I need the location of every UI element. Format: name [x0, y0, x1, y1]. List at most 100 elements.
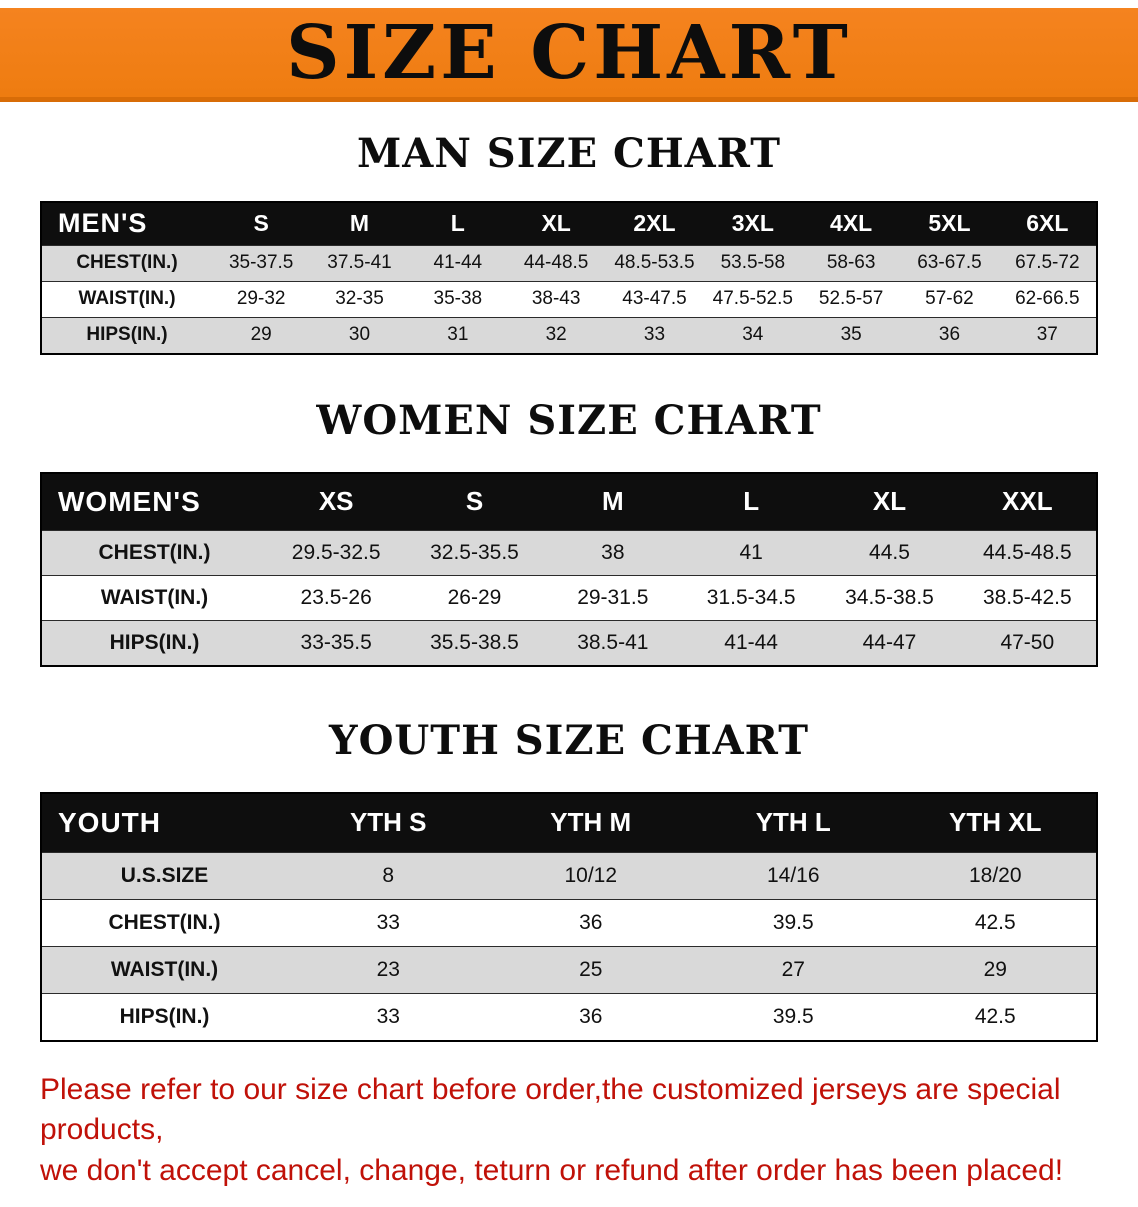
size-value-cell: 43-47.5 — [622, 288, 687, 310]
size-value-cell: 35.5-38.5 — [430, 630, 519, 654]
size-chart-page: SIZE CHART MAN SIZE CHART MEN'S S M L XL 2XL 3… — [0, 8, 1138, 1191]
table-corner-label: YOUTH — [41, 792, 287, 853]
size-value-cell: 33 — [376, 1004, 400, 1028]
size-value-cell: 62-66.5 — [1015, 288, 1080, 310]
table-header-row: WOMEN'S XS S M L XL XXL — [41, 472, 1097, 531]
size-value-cell: 58-63 — [826, 252, 876, 274]
size-column-header: YTH XL — [894, 792, 1097, 853]
size-value-cell: 44-47 — [862, 630, 917, 654]
table-row: CHEST(IN.) 29.5-32.5 32.5-35.5 38 41 44.5 44.5… — [41, 530, 1097, 576]
size-value-cell: 67.5-72 — [1015, 252, 1080, 274]
size-value-cell: 37 — [1036, 324, 1058, 346]
size-value-cell: 23.5-26 — [300, 585, 372, 609]
size-chart-banner: SIZE CHART — [0, 8, 1138, 102]
size-value-cell: 29 — [250, 324, 272, 346]
size-column-header: 5XL — [900, 201, 999, 246]
row-label: HIPS(IN.) — [119, 1004, 210, 1028]
size-column-header: XL — [820, 472, 959, 531]
size-value-cell: 23 — [376, 957, 400, 981]
size-value-cell: 47-50 — [1000, 630, 1055, 654]
size-value-cell: 35-38 — [433, 288, 483, 310]
table-row: WAIST(IN.) 23.5-26 26-29 29-31.5 31.5-34.5 34… — [41, 575, 1097, 621]
size-value-cell: 32-35 — [335, 288, 384, 310]
size-value-cell: 27 — [781, 957, 805, 981]
table-row: HIPS(IN.) 33 36 39.5 42.5 — [41, 993, 1097, 1041]
size-value-cell: 47.5-52.5 — [712, 288, 793, 310]
table-corner-label: WOMEN'S — [41, 472, 267, 531]
row-label: HIPS(IN.) — [86, 324, 168, 346]
size-value-cell: 8 — [382, 863, 395, 887]
size-value-cell: 18/20 — [968, 863, 1022, 887]
women-size-section: WOMEN SIZE CHART WOMEN'S XS S M L XL XXL CHEST(… — [0, 397, 1138, 667]
disclaimer-line-2: we don't accept cancel, change, teturn o… — [40, 1153, 1064, 1187]
table-row: CHEST(IN.) 35-37.5 37.5-41 41-44 44-48.5 48.5… — [41, 245, 1097, 282]
size-value-cell: 44.5 — [869, 540, 910, 564]
size-value-cell: 33-35.5 — [300, 630, 372, 654]
size-column-header: 6XL — [998, 201, 1097, 246]
size-value-cell: 29.5-32.5 — [291, 540, 381, 564]
size-column-header: YTH M — [489, 792, 692, 853]
size-value-cell: 32.5-35.5 — [430, 540, 519, 564]
size-column-header: L — [408, 201, 507, 246]
disclaimer-line-1: Please refer to our size chart before or… — [40, 1072, 1061, 1147]
size-value-cell: 33 — [643, 324, 666, 346]
size-value-cell: 34 — [742, 324, 764, 346]
size-value-cell: 35 — [840, 324, 862, 346]
row-label: WAIST(IN.) — [78, 288, 176, 310]
size-value-cell: 44-48.5 — [523, 252, 589, 274]
table-row: U.S.SIZE 8 10/12 14/16 18/20 — [41, 852, 1097, 900]
size-value-cell: 31 — [447, 324, 469, 346]
size-value-cell: 48.5-53.5 — [614, 252, 695, 274]
size-column-header: M — [310, 201, 409, 246]
size-column-header: 2XL — [605, 201, 704, 246]
size-value-cell: 44.5-48.5 — [982, 540, 1072, 564]
size-value-cell: 25 — [579, 957, 603, 981]
size-value-cell: 36 — [579, 1004, 603, 1028]
men-section-heading: MAN SIZE CHART — [357, 129, 781, 177]
size-value-cell: 26-29 — [447, 585, 502, 609]
size-column-header: 4XL — [801, 201, 901, 246]
size-value-cell: 53.5-58 — [720, 252, 786, 274]
size-column-header: XXL — [958, 472, 1097, 531]
size-value-cell: 41-44 — [724, 630, 778, 654]
size-column-header: XS — [267, 472, 406, 531]
size-value-cell: 34.5-38.5 — [845, 585, 934, 609]
youth-section-heading: YOUTH SIZE CHART — [329, 716, 809, 764]
table-header-row: YOUTH YTH S YTH M YTH L YTH XL — [41, 792, 1097, 853]
size-value-cell: 35-37.5 — [228, 252, 294, 274]
size-column-header: XL — [506, 201, 606, 246]
size-value-cell: 37.5-41 — [327, 252, 392, 274]
table-corner-label: MEN'S — [41, 201, 212, 246]
youth-size-table: YOUTH YTH S YTH M YTH L YTH XL U.S.SIZE 8 10/12… — [40, 791, 1098, 1042]
women-section-heading: WOMEN SIZE CHART — [316, 396, 822, 444]
men-size-table: MEN'S S M L XL 2XL 3XL 4XL 5XL 6XL CHEST(IN.) 35-37… — [40, 200, 1098, 355]
size-column-header: S — [405, 472, 544, 531]
row-label: CHEST(IN.) — [98, 540, 211, 564]
size-column-header: M — [543, 472, 682, 531]
size-value-cell: 57-62 — [925, 288, 974, 310]
size-column-header: YTH S — [287, 792, 490, 853]
table-row: HIPS(IN.) 33-35.5 35.5-38.5 38.5-41 41-44 44-… — [41, 620, 1097, 666]
table-row: WAIST(IN.) 29-32 32-35 35-38 38-43 43-47.5 47.… — [41, 281, 1097, 318]
size-value-cell: 42.5 — [974, 1004, 1016, 1028]
row-label: WAIST(IN.) — [100, 585, 209, 609]
size-value-cell: 30 — [348, 324, 371, 346]
row-label: HIPS(IN.) — [109, 630, 200, 654]
size-value-cell: 36 — [579, 910, 603, 934]
size-value-cell: 63-67.5 — [917, 252, 982, 274]
size-value-cell: 38-43 — [531, 288, 581, 310]
size-value-cell: 39.5 — [772, 1004, 814, 1028]
table-row: HIPS(IN.) 29 30 31 32 33 34 35 36 37 — [41, 317, 1097, 354]
size-value-cell: 39.5 — [772, 910, 814, 934]
size-value-cell: 38.5-41 — [577, 630, 649, 654]
size-value-cell: 36 — [938, 324, 961, 346]
size-column-header: S — [212, 201, 311, 246]
row-label: CHEST(IN.) — [76, 252, 178, 274]
size-value-cell: 33 — [376, 910, 400, 934]
page-title: SIZE CHART — [286, 10, 852, 96]
row-label: U.S.SIZE — [120, 863, 209, 887]
row-label: WAIST(IN.) — [110, 957, 219, 981]
disclaimer-note: Please refer to our size chart before or… — [40, 1070, 1102, 1192]
size-value-cell: 38.5-42.5 — [982, 585, 1072, 609]
size-value-cell: 29 — [983, 957, 1007, 981]
